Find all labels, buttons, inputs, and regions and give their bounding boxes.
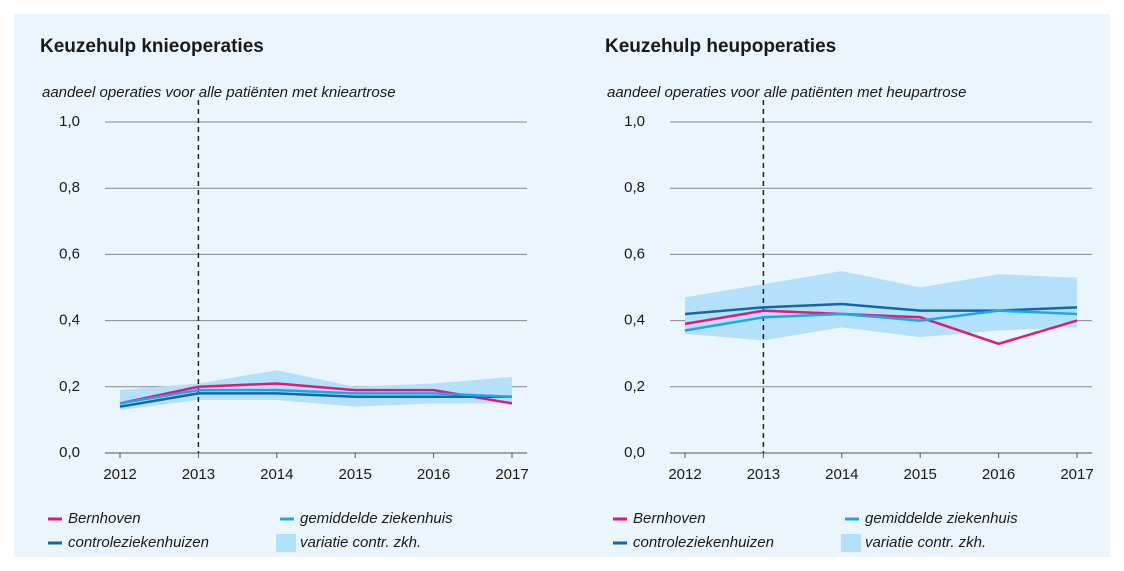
legend-label: gemiddelde ziekenhuis [865, 510, 1018, 527]
panel [14, 14, 1110, 557]
x-tick-label: 2017 [1060, 466, 1093, 483]
x-tick-label: 2017 [495, 466, 528, 483]
x-tick-label: 2012 [103, 466, 136, 483]
legend-label: Bernhoven [633, 510, 706, 527]
band [120, 370, 512, 410]
x-tick-label: 2015 [904, 466, 937, 483]
x-tick-label: 2016 [417, 466, 450, 483]
legend-label: Bernhoven [68, 510, 141, 527]
y-tick-label: 0,4 [59, 312, 80, 329]
series-line [119, 382, 513, 405]
legend-label: variatie contr. zkh. [865, 534, 986, 551]
chart-title: Keuzehulp knieoperaties [40, 36, 264, 57]
series-line [684, 309, 1078, 332]
y-tick-label: 1,0 [59, 113, 80, 130]
y-tick-label: 0,4 [624, 312, 645, 329]
y-tick-label: 0,6 [624, 245, 645, 262]
series-line [119, 388, 513, 405]
legend-swatch [276, 534, 296, 552]
x-tick-label: 2012 [668, 466, 701, 483]
x-tick-label: 2015 [339, 466, 372, 483]
band [685, 270, 1077, 341]
y-tick-label: 0,8 [59, 179, 80, 196]
subtitle: aandeel operaties voor alle patiënten me… [42, 84, 396, 101]
legend-label: controleziekenhuizen [68, 534, 209, 551]
y-tick-label: 0,2 [624, 378, 645, 395]
y-tick-label: 0,0 [624, 444, 645, 461]
legend-label: gemiddelde ziekenhuis [300, 510, 453, 527]
x-tick-label: 2014 [260, 466, 293, 483]
y-tick-label: 0,2 [59, 378, 80, 395]
y-tick-label: 0,6 [59, 245, 80, 262]
legend-label: controleziekenhuizen [633, 534, 774, 551]
x-tick-label: 2013 [182, 466, 215, 483]
series-line [684, 309, 1078, 346]
y-tick-label: 1,0 [624, 113, 645, 130]
chart-title: Keuzehulp heupoperaties [605, 36, 836, 57]
y-tick-label: 0,8 [624, 179, 645, 196]
x-tick-label: 2014 [825, 466, 858, 483]
series-line [119, 392, 512, 408]
x-tick-label: 2016 [982, 466, 1015, 483]
legend-label: variatie contr. zkh. [300, 534, 421, 551]
legend-swatch [841, 534, 861, 552]
x-tick-label: 2013 [747, 466, 780, 483]
subtitle: aandeel operaties voor alle patiënten me… [607, 84, 966, 101]
y-tick-label: 0,0 [59, 444, 80, 461]
